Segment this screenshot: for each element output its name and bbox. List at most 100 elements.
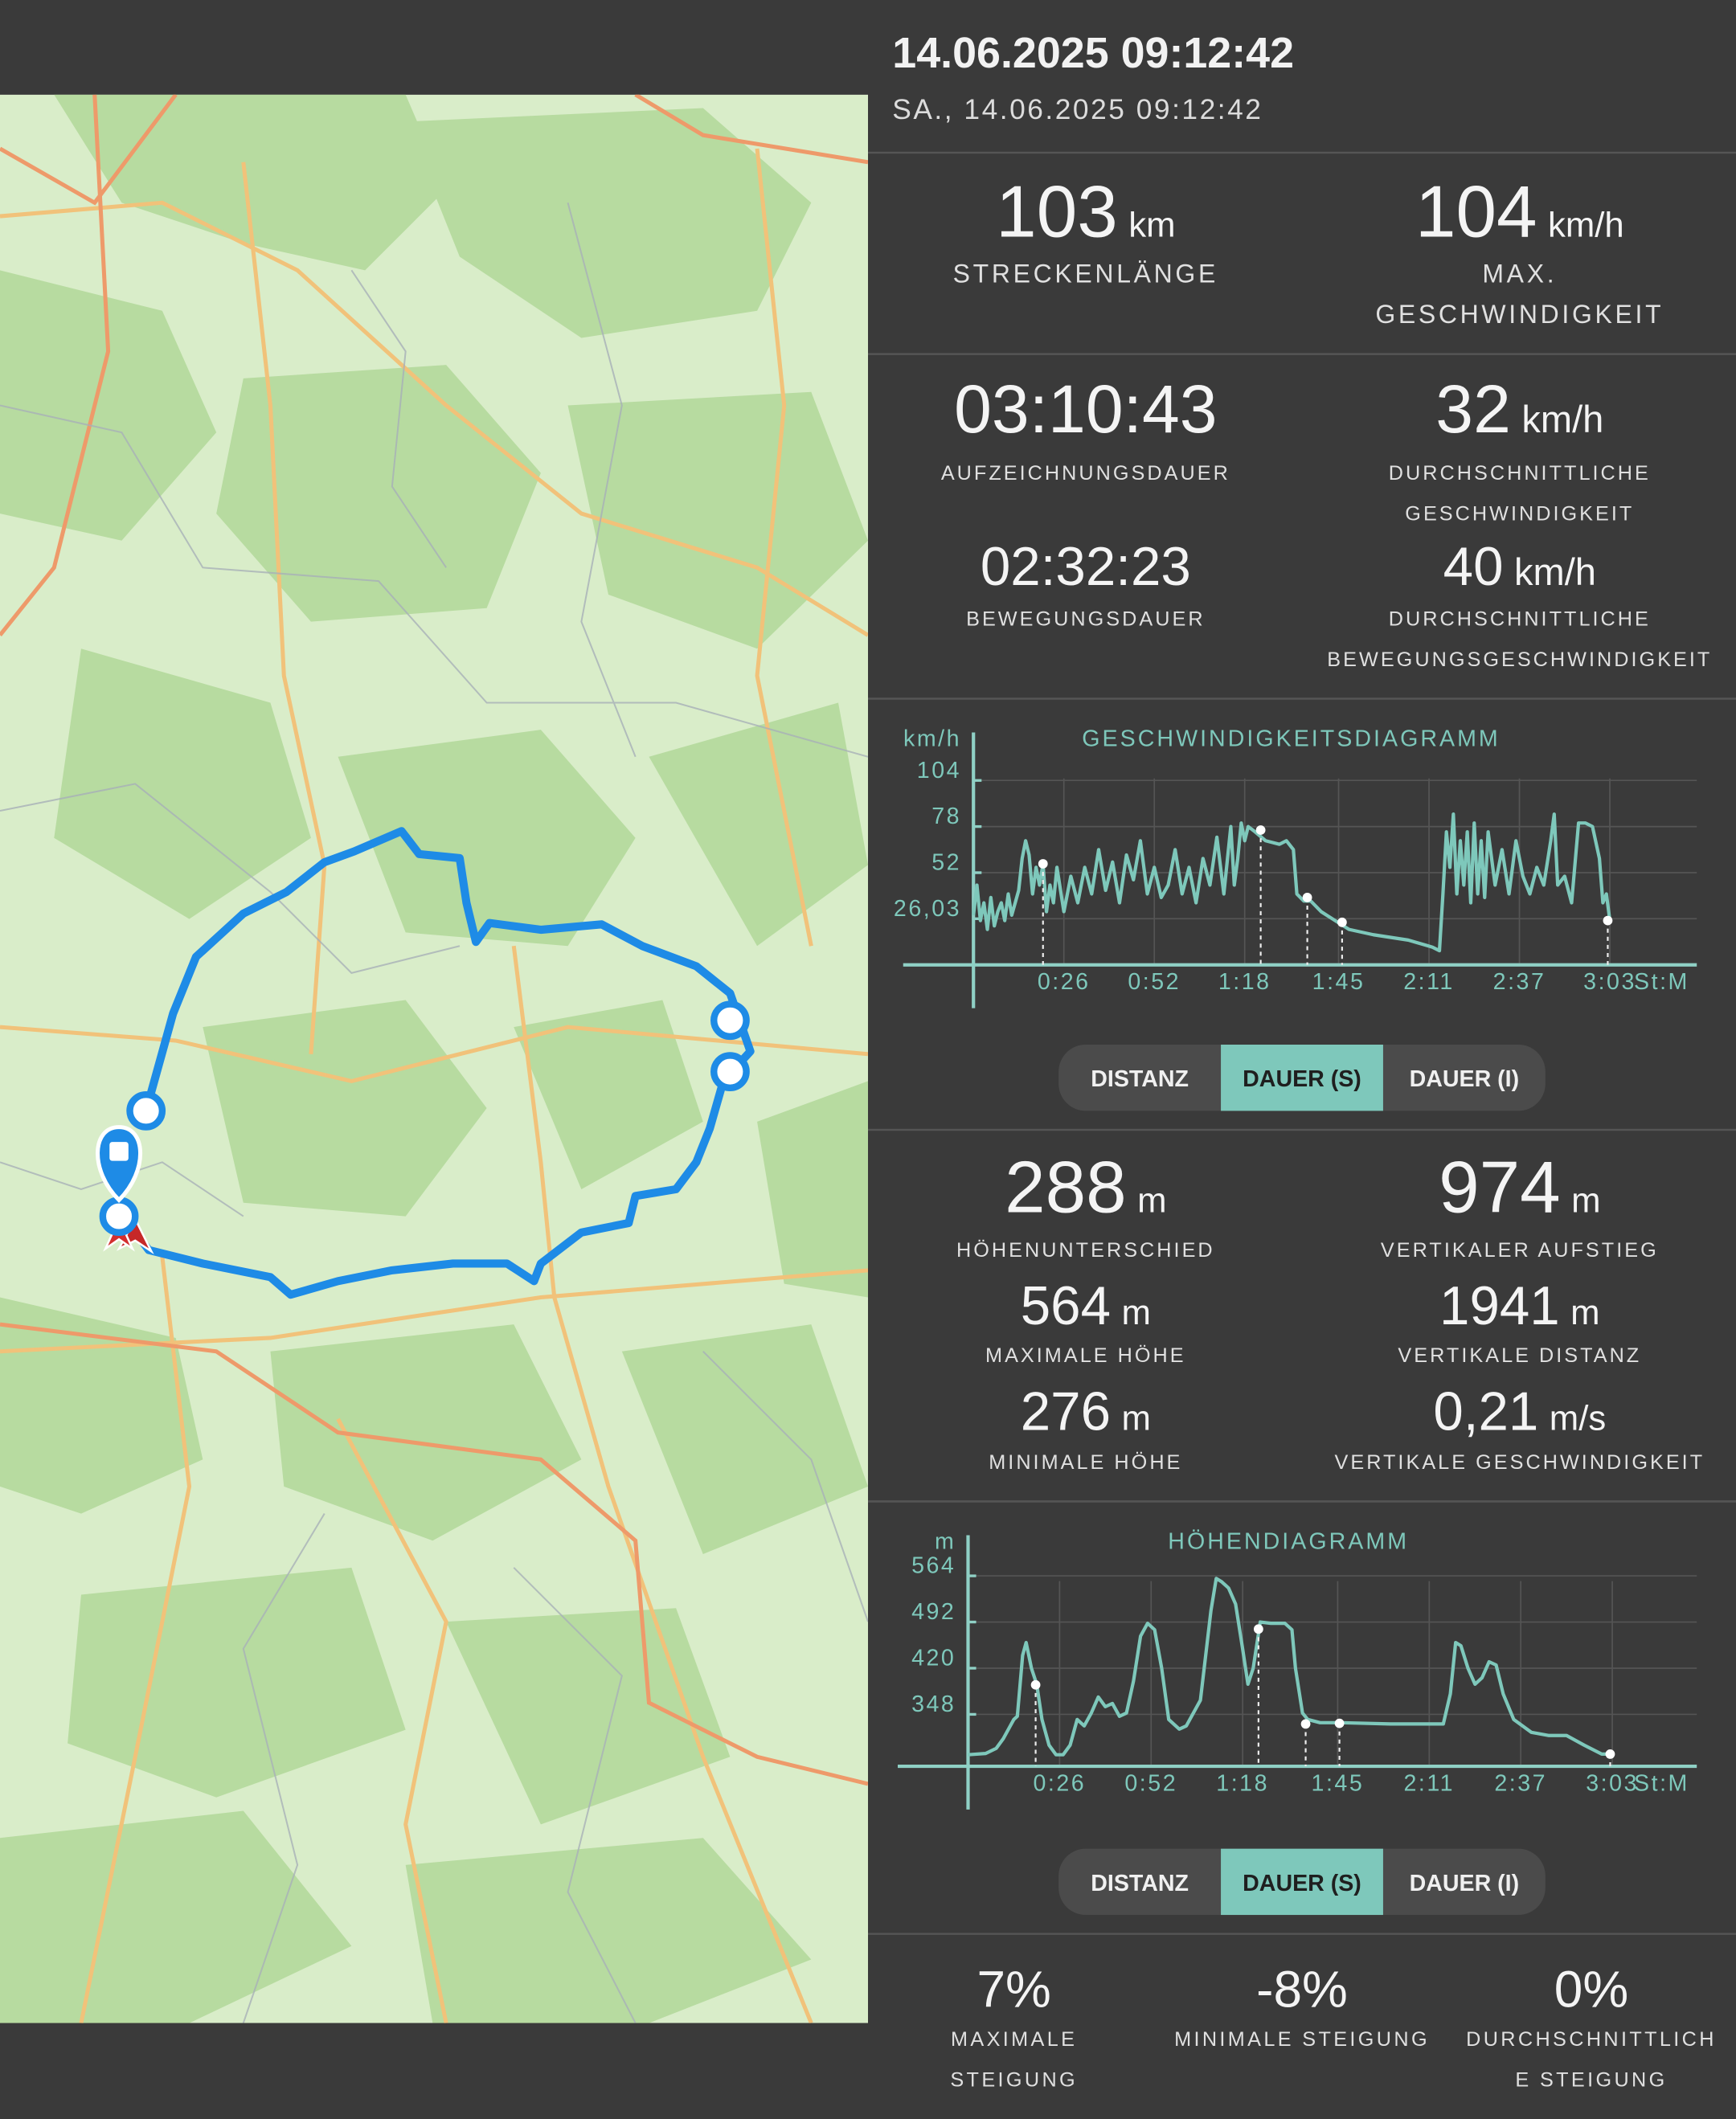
x-tick-label: 0:52 bbox=[1128, 969, 1181, 995]
stat-number: 7% bbox=[976, 1960, 1050, 2018]
route-markers bbox=[96, 1000, 750, 1254]
stat-label: STEIGUNG bbox=[950, 2069, 1078, 2092]
x-tick-label: 2:37 bbox=[1493, 969, 1546, 995]
stat-value: 1941 m bbox=[1439, 1276, 1600, 1336]
marker-dot bbox=[1337, 917, 1347, 927]
x-axis-label: St:M bbox=[1634, 1770, 1689, 1796]
toggle-button[interactable]: DAUER (S) bbox=[1243, 1871, 1361, 1896]
x-tick-label: 1:18 bbox=[1218, 969, 1271, 995]
marker-dot bbox=[1030, 1679, 1041, 1690]
y-tick-label: 78 bbox=[931, 804, 961, 829]
x-tick-label: 1:18 bbox=[1216, 1770, 1269, 1796]
stat-value: -8% bbox=[1256, 1960, 1348, 2018]
stat-value: 104 km/h bbox=[1415, 171, 1624, 252]
stat-unit: m bbox=[1121, 1398, 1150, 1438]
data-line bbox=[968, 1577, 1613, 1757]
x-tick-label: 2:11 bbox=[1404, 1770, 1456, 1796]
highways bbox=[0, 94, 868, 1786]
x-tick-label: 1:45 bbox=[1312, 969, 1365, 995]
stat-label: VERTIKALER AUFSTIEG bbox=[1381, 1239, 1659, 1262]
stat-label: GESCHWINDIGKEIT bbox=[1405, 502, 1634, 525]
stat-unit: km/h bbox=[1548, 205, 1624, 244]
stat-label: GESCHWINDIGKEIT bbox=[1375, 300, 1664, 329]
marker-dot bbox=[1334, 1718, 1345, 1728]
stat-number: 0,21 bbox=[1433, 1381, 1538, 1442]
x-tick-label: 1:45 bbox=[1312, 1770, 1365, 1796]
stat-label: MINIMALE HÖHE bbox=[989, 1451, 1182, 1474]
header-title: 14.06.2025 09:12:42 bbox=[892, 29, 1294, 77]
stat-number: 276 bbox=[1021, 1381, 1111, 1442]
stat-value: 02:32:23 bbox=[981, 537, 1191, 597]
y-axis-label: m bbox=[935, 1528, 956, 1554]
stat-label: STRECKENLÄNGE bbox=[953, 259, 1218, 288]
header-subtitle: SA., 14.06.2025 09:12:42 bbox=[892, 94, 1263, 125]
stat-number: 1941 bbox=[1439, 1276, 1560, 1336]
marker-dot bbox=[1302, 893, 1312, 902]
stat-label: BEWEGUNGSGESCHWINDIGKEIT bbox=[1327, 648, 1712, 671]
stat-label: VERTIKALE DISTANZ bbox=[1398, 1344, 1641, 1367]
stat-label: DURCHSCHNITTLICHE bbox=[1389, 462, 1651, 485]
y-tick-label: 104 bbox=[917, 758, 961, 783]
stat-number: 288 bbox=[1005, 1147, 1127, 1229]
toggle-selected bbox=[1221, 1045, 1383, 1111]
y-tick-label: 564 bbox=[911, 1553, 956, 1579]
stat-number: 0% bbox=[1554, 1960, 1628, 2018]
x-tick-label: 2:11 bbox=[1403, 969, 1455, 995]
forest-areas bbox=[0, 94, 868, 2023]
stat-label: MINIMALE STEIGUNG bbox=[1174, 2028, 1430, 2051]
stat-number: -8% bbox=[1256, 1960, 1348, 2018]
y-tick-label: 492 bbox=[911, 1599, 956, 1625]
stat-value: 276 m bbox=[1021, 1381, 1151, 1442]
stat-value: 40 km/h bbox=[1443, 537, 1596, 597]
x-tick-label: 0:52 bbox=[1124, 1770, 1177, 1796]
stat-number: 40 bbox=[1443, 537, 1504, 597]
stat-unit: km/h bbox=[1514, 550, 1596, 593]
stat-value: 564 m bbox=[1021, 1276, 1151, 1336]
toggle-button[interactable]: DAUER (I) bbox=[1410, 1066, 1520, 1092]
stat-label: AUFZEICHNUNGSDAUER bbox=[941, 462, 1230, 485]
map[interactable] bbox=[0, 94, 868, 2023]
data-line bbox=[972, 812, 1612, 953]
stat-value: 103 km bbox=[996, 171, 1175, 252]
marker-dot bbox=[1038, 859, 1048, 869]
chart-title: GESCHWINDIGKEITSDIAGRAMM bbox=[1082, 726, 1500, 751]
stat-unit: m bbox=[1571, 1181, 1600, 1221]
toggle-button[interactable]: DAUER (I) bbox=[1410, 1871, 1520, 1896]
stat-unit: m bbox=[1137, 1181, 1166, 1221]
stat-number: 974 bbox=[1439, 1147, 1561, 1229]
stat-value: 0% bbox=[1554, 1960, 1628, 2018]
stat-number: 104 bbox=[1415, 171, 1537, 252]
toggle-button[interactable]: DISTANZ bbox=[1091, 1066, 1189, 1092]
x-axis-label: St:M bbox=[1634, 969, 1689, 995]
stat-label: DURCHSCHNITTLICHE bbox=[1389, 608, 1651, 631]
chart-title: HÖHENDIAGRAMM bbox=[1168, 1528, 1409, 1554]
stat-label: VERTIKALE GESCHWINDIGKEIT bbox=[1335, 1451, 1705, 1474]
stat-number: 02:32:23 bbox=[981, 537, 1191, 597]
y-tick-label: 348 bbox=[911, 1692, 956, 1717]
stat-number: 103 bbox=[996, 171, 1118, 252]
x-tick-label: 2:37 bbox=[1494, 1770, 1547, 1796]
stat-value: 0,21 m/s bbox=[1433, 1381, 1606, 1442]
stat-unit: m bbox=[1570, 1293, 1599, 1332]
marker-dot bbox=[1255, 825, 1266, 835]
x-tick-label: 0:26 bbox=[1034, 1770, 1087, 1796]
x-tick-label: 0:26 bbox=[1038, 969, 1091, 995]
stat-unit: m/s bbox=[1550, 1398, 1606, 1438]
toggle-button[interactable]: DAUER (S) bbox=[1243, 1066, 1361, 1092]
roads bbox=[0, 148, 868, 2023]
toggle-selected bbox=[1221, 1848, 1383, 1916]
toggle-button[interactable]: DISTANZ bbox=[1091, 1871, 1189, 1896]
stat-value: 32 km/h bbox=[1435, 371, 1603, 447]
route bbox=[124, 827, 755, 1299]
stat-label: BEWEGUNGSDAUER bbox=[966, 608, 1205, 631]
y-tick-label: 420 bbox=[911, 1646, 956, 1671]
marker-dot bbox=[1300, 1719, 1311, 1729]
x-tick-label: 3:03 bbox=[1586, 1770, 1639, 1796]
stat-label: DURCHSCHNITTLICH bbox=[1466, 2028, 1717, 2051]
stat-number: 32 bbox=[1435, 371, 1511, 447]
stat-label: MAXIMALE HÖHE bbox=[985, 1344, 1186, 1367]
stat-unit: km bbox=[1128, 205, 1175, 244]
stat-unit: km/h bbox=[1521, 398, 1603, 440]
stat-unit: m bbox=[1121, 1293, 1150, 1332]
